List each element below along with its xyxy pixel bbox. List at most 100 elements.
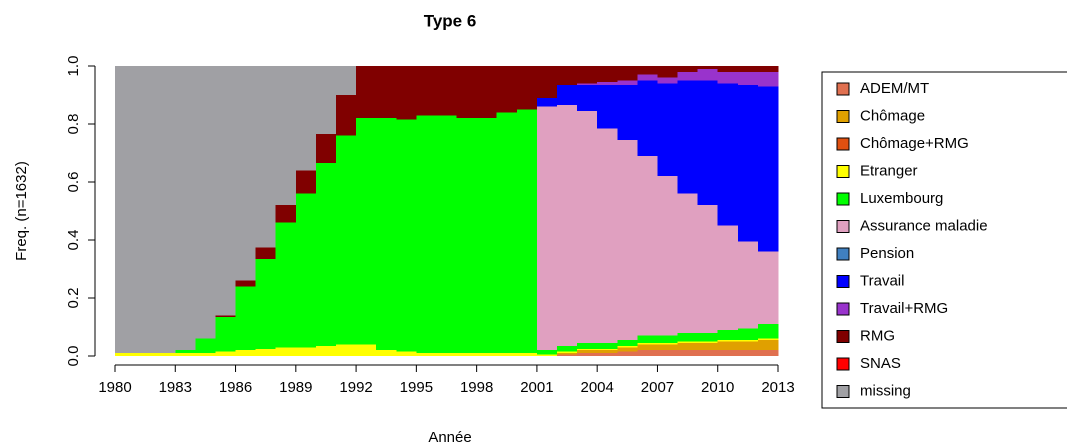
- bar-segment: [516, 109, 538, 354]
- x-tick-label: 1998: [460, 379, 493, 396]
- bar-segment: [577, 110, 598, 343]
- bar-segment: [637, 342, 658, 345]
- chart-title: Type 6: [424, 11, 477, 30]
- legend-swatch: [836, 192, 850, 206]
- bar-segment: [617, 80, 638, 85]
- bar-segment: [436, 115, 458, 354]
- bar-segment: [496, 112, 518, 354]
- bar-segment: [697, 80, 719, 206]
- bar-segment: [617, 84, 638, 140]
- bar-segment: [637, 350, 658, 356]
- x-tick-label: 2013: [761, 379, 794, 396]
- bar-segment: [476, 353, 498, 356]
- bar-segment: [737, 84, 759, 242]
- bar-segment: [657, 83, 679, 177]
- bar-segment: [637, 74, 658, 81]
- x-tick-label: 2004: [580, 379, 613, 396]
- bar-segment: [356, 66, 377, 119]
- bar-segment: [336, 66, 357, 95]
- legend-swatch: [836, 220, 850, 233]
- bar-segment: [295, 193, 317, 348]
- bar-segment: [617, 347, 638, 352]
- bar-segment: [677, 66, 699, 72]
- bar-segment: [436, 353, 458, 356]
- bar-segment: [557, 84, 578, 106]
- bar-segment: [275, 66, 297, 206]
- bar-segment: [677, 80, 699, 194]
- bar-segment: [677, 332, 699, 342]
- y-tick-label: 0.8: [65, 114, 82, 135]
- bar-segment: [557, 351, 578, 354]
- bar-segment: [215, 66, 237, 316]
- bar-segment: [737, 350, 759, 356]
- bar-segment: [697, 68, 719, 81]
- x-tick-label: 1989: [279, 379, 312, 396]
- y-tick-label: 0.2: [65, 288, 82, 309]
- bar-segment: [657, 344, 679, 351]
- bar-segment: [617, 139, 638, 341]
- bar-segment: [757, 338, 779, 341]
- x-axis-label: Année: [428, 429, 471, 446]
- bar-segment: [416, 353, 437, 356]
- x-tick-label: 1986: [219, 379, 252, 396]
- bar-segment: [597, 353, 618, 356]
- bar-segment: [315, 134, 337, 164]
- bar-segment: [536, 350, 558, 355]
- bar-segment: [456, 66, 478, 119]
- bar-segment: [155, 353, 176, 356]
- bar-segment: [315, 345, 337, 356]
- bar-segment: [577, 342, 598, 349]
- bar-segment: [677, 193, 699, 333]
- legend-label: Chômage+RMG: [860, 135, 969, 152]
- bar-segment: [757, 350, 779, 356]
- bar-segment: [557, 345, 578, 352]
- bar-segment: [657, 350, 679, 356]
- bar-segment: [717, 341, 739, 351]
- bar-segment: [737, 66, 759, 72]
- bar-segment: [637, 66, 658, 75]
- bar-segment: [215, 315, 237, 317]
- bar-segment: [557, 353, 578, 355]
- bar-segment: [496, 66, 518, 113]
- bar-segment: [617, 345, 638, 348]
- legend-label: Luxembourg: [860, 190, 943, 207]
- legend-label: ADEM/MT: [860, 80, 929, 97]
- legend-swatch: [836, 385, 850, 398]
- y-axis-label: Freq. (n=1632): [13, 161, 30, 261]
- bar-segment: [396, 66, 417, 120]
- bar-segment: [577, 353, 598, 356]
- bar-segment: [577, 348, 598, 351]
- bar-segment: [697, 350, 719, 356]
- bar-segment: [637, 335, 658, 343]
- bar-segment: [175, 66, 196, 351]
- bar-segment: [737, 241, 759, 329]
- bar-segment: [356, 344, 377, 356]
- bar-segment: [235, 66, 257, 281]
- legend-swatch: [836, 165, 850, 178]
- bar-segment: [697, 342, 719, 351]
- bar-segment: [637, 80, 658, 156]
- bar-segment: [577, 84, 598, 111]
- bar-segment: [597, 342, 618, 349]
- bar-segment: [597, 81, 618, 85]
- bar-segment: [717, 225, 739, 330]
- bar-segment: [677, 71, 699, 81]
- bar-segment: [717, 329, 739, 341]
- bar-segment: [436, 66, 458, 116]
- bar-segment: [697, 66, 719, 69]
- bar-segment: [135, 353, 156, 356]
- bar-segment: [376, 118, 397, 351]
- bar-segment: [717, 350, 739, 356]
- bar-segment: [757, 86, 779, 252]
- y-tick-label: 0.0: [65, 346, 82, 367]
- bar-segment: [577, 350, 598, 354]
- bar-segment: [476, 66, 498, 119]
- y-tick-label: 1.0: [65, 56, 82, 77]
- bar-segment: [396, 119, 417, 352]
- legend-label: Pension: [860, 245, 914, 262]
- bar-segment: [456, 118, 478, 354]
- bar-segment: [295, 66, 317, 171]
- bar-segment: [336, 95, 357, 136]
- legend-label: Assurance maladie: [860, 217, 988, 234]
